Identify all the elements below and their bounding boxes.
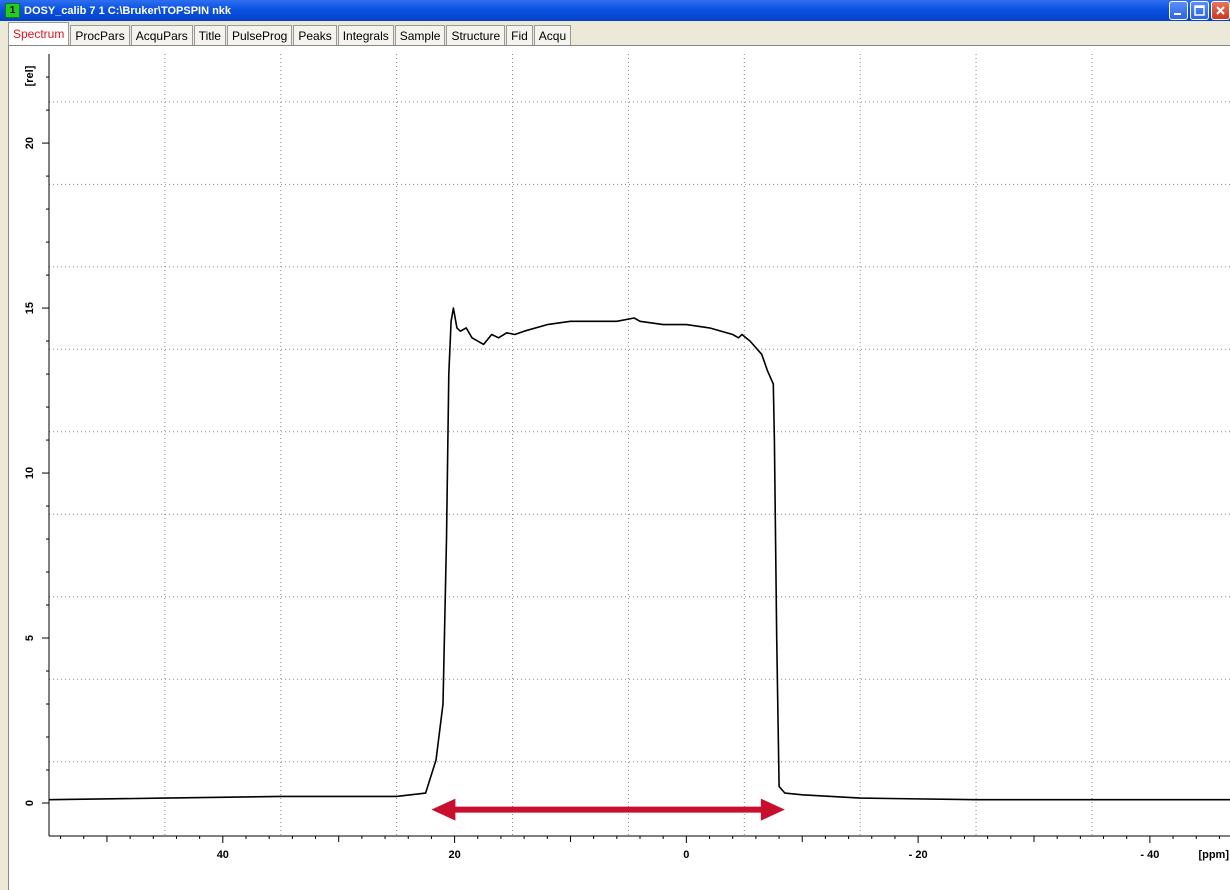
y-tick-label: 20	[24, 137, 36, 149]
tab-structure[interactable]: Structure	[446, 25, 506, 45]
y-tick-label: 0	[24, 800, 36, 806]
y-tick-label: 10	[24, 467, 36, 479]
tab-fid[interactable]: Fid	[506, 25, 533, 45]
window-title: DOSY_calib 7 1 C:\Bruker\TOPSPIN nkk	[24, 4, 232, 17]
width-arrow-head-left	[431, 798, 456, 821]
y-axis-label: [rel]	[24, 65, 36, 86]
tab-pulseprog[interactable]: PulseProg	[226, 25, 293, 45]
tab-peaks[interactable]: Peaks	[293, 25, 337, 45]
x-axis-label: [ppm]	[1198, 849, 1229, 861]
minimize-icon[interactable]	[1169, 1, 1188, 20]
label-layer: 40 20 0 - 20 - 40 0 5 10 15 20 [ppm] [rel]	[24, 65, 1229, 861]
window-number-badge: 1	[5, 3, 20, 18]
y-tick-label: 15	[24, 302, 36, 314]
tab-integrals[interactable]: Integrals	[337, 25, 394, 45]
window-title-bar[interactable]: 1 DOSY_calib 7 1 C:\Bruker\TOPSPIN nkk	[0, 0, 1230, 21]
tab-procpars[interactable]: ProcPars	[70, 25, 130, 45]
tab-acqu[interactable]: Acqu	[533, 25, 572, 45]
tab-spectrum[interactable]: Spectrum	[8, 22, 70, 45]
x-tick-label: 40	[217, 849, 229, 861]
annotation-layer	[431, 798, 785, 821]
spectrum-chart[interactable]: 40 20 0 - 20 - 40 0 5 10 15 20 [ppm] [rel]	[9, 46, 1230, 890]
tab-acqupars[interactable]: AcquPars	[130, 25, 193, 45]
close-icon[interactable]	[1211, 1, 1230, 20]
y-tick-label: 5	[24, 635, 36, 641]
tab-title[interactable]: Title	[193, 25, 226, 45]
tab-bar: Spectrum ProcPars AcquPars Title PulsePr…	[8, 21, 1230, 45]
width-arrow-head-right	[760, 798, 785, 821]
x-tick-label: 0	[683, 849, 689, 861]
tab-sample[interactable]: Sample	[394, 25, 446, 45]
spectrum-plot-area[interactable]: 40 20 0 - 20 - 40 0 5 10 15 20 [ppm] [rel]	[8, 45, 1230, 890]
x-tick-label: - 20	[909, 849, 928, 861]
grid-lines	[49, 54, 1230, 836]
series-layer	[48, 307, 1230, 801]
x-tick-label: 20	[448, 849, 460, 861]
spectrum-trace	[48, 307, 1230, 801]
axes	[42, 54, 1230, 843]
maximize-icon[interactable]	[1190, 1, 1209, 20]
x-tick-label: - 40	[1140, 849, 1159, 861]
